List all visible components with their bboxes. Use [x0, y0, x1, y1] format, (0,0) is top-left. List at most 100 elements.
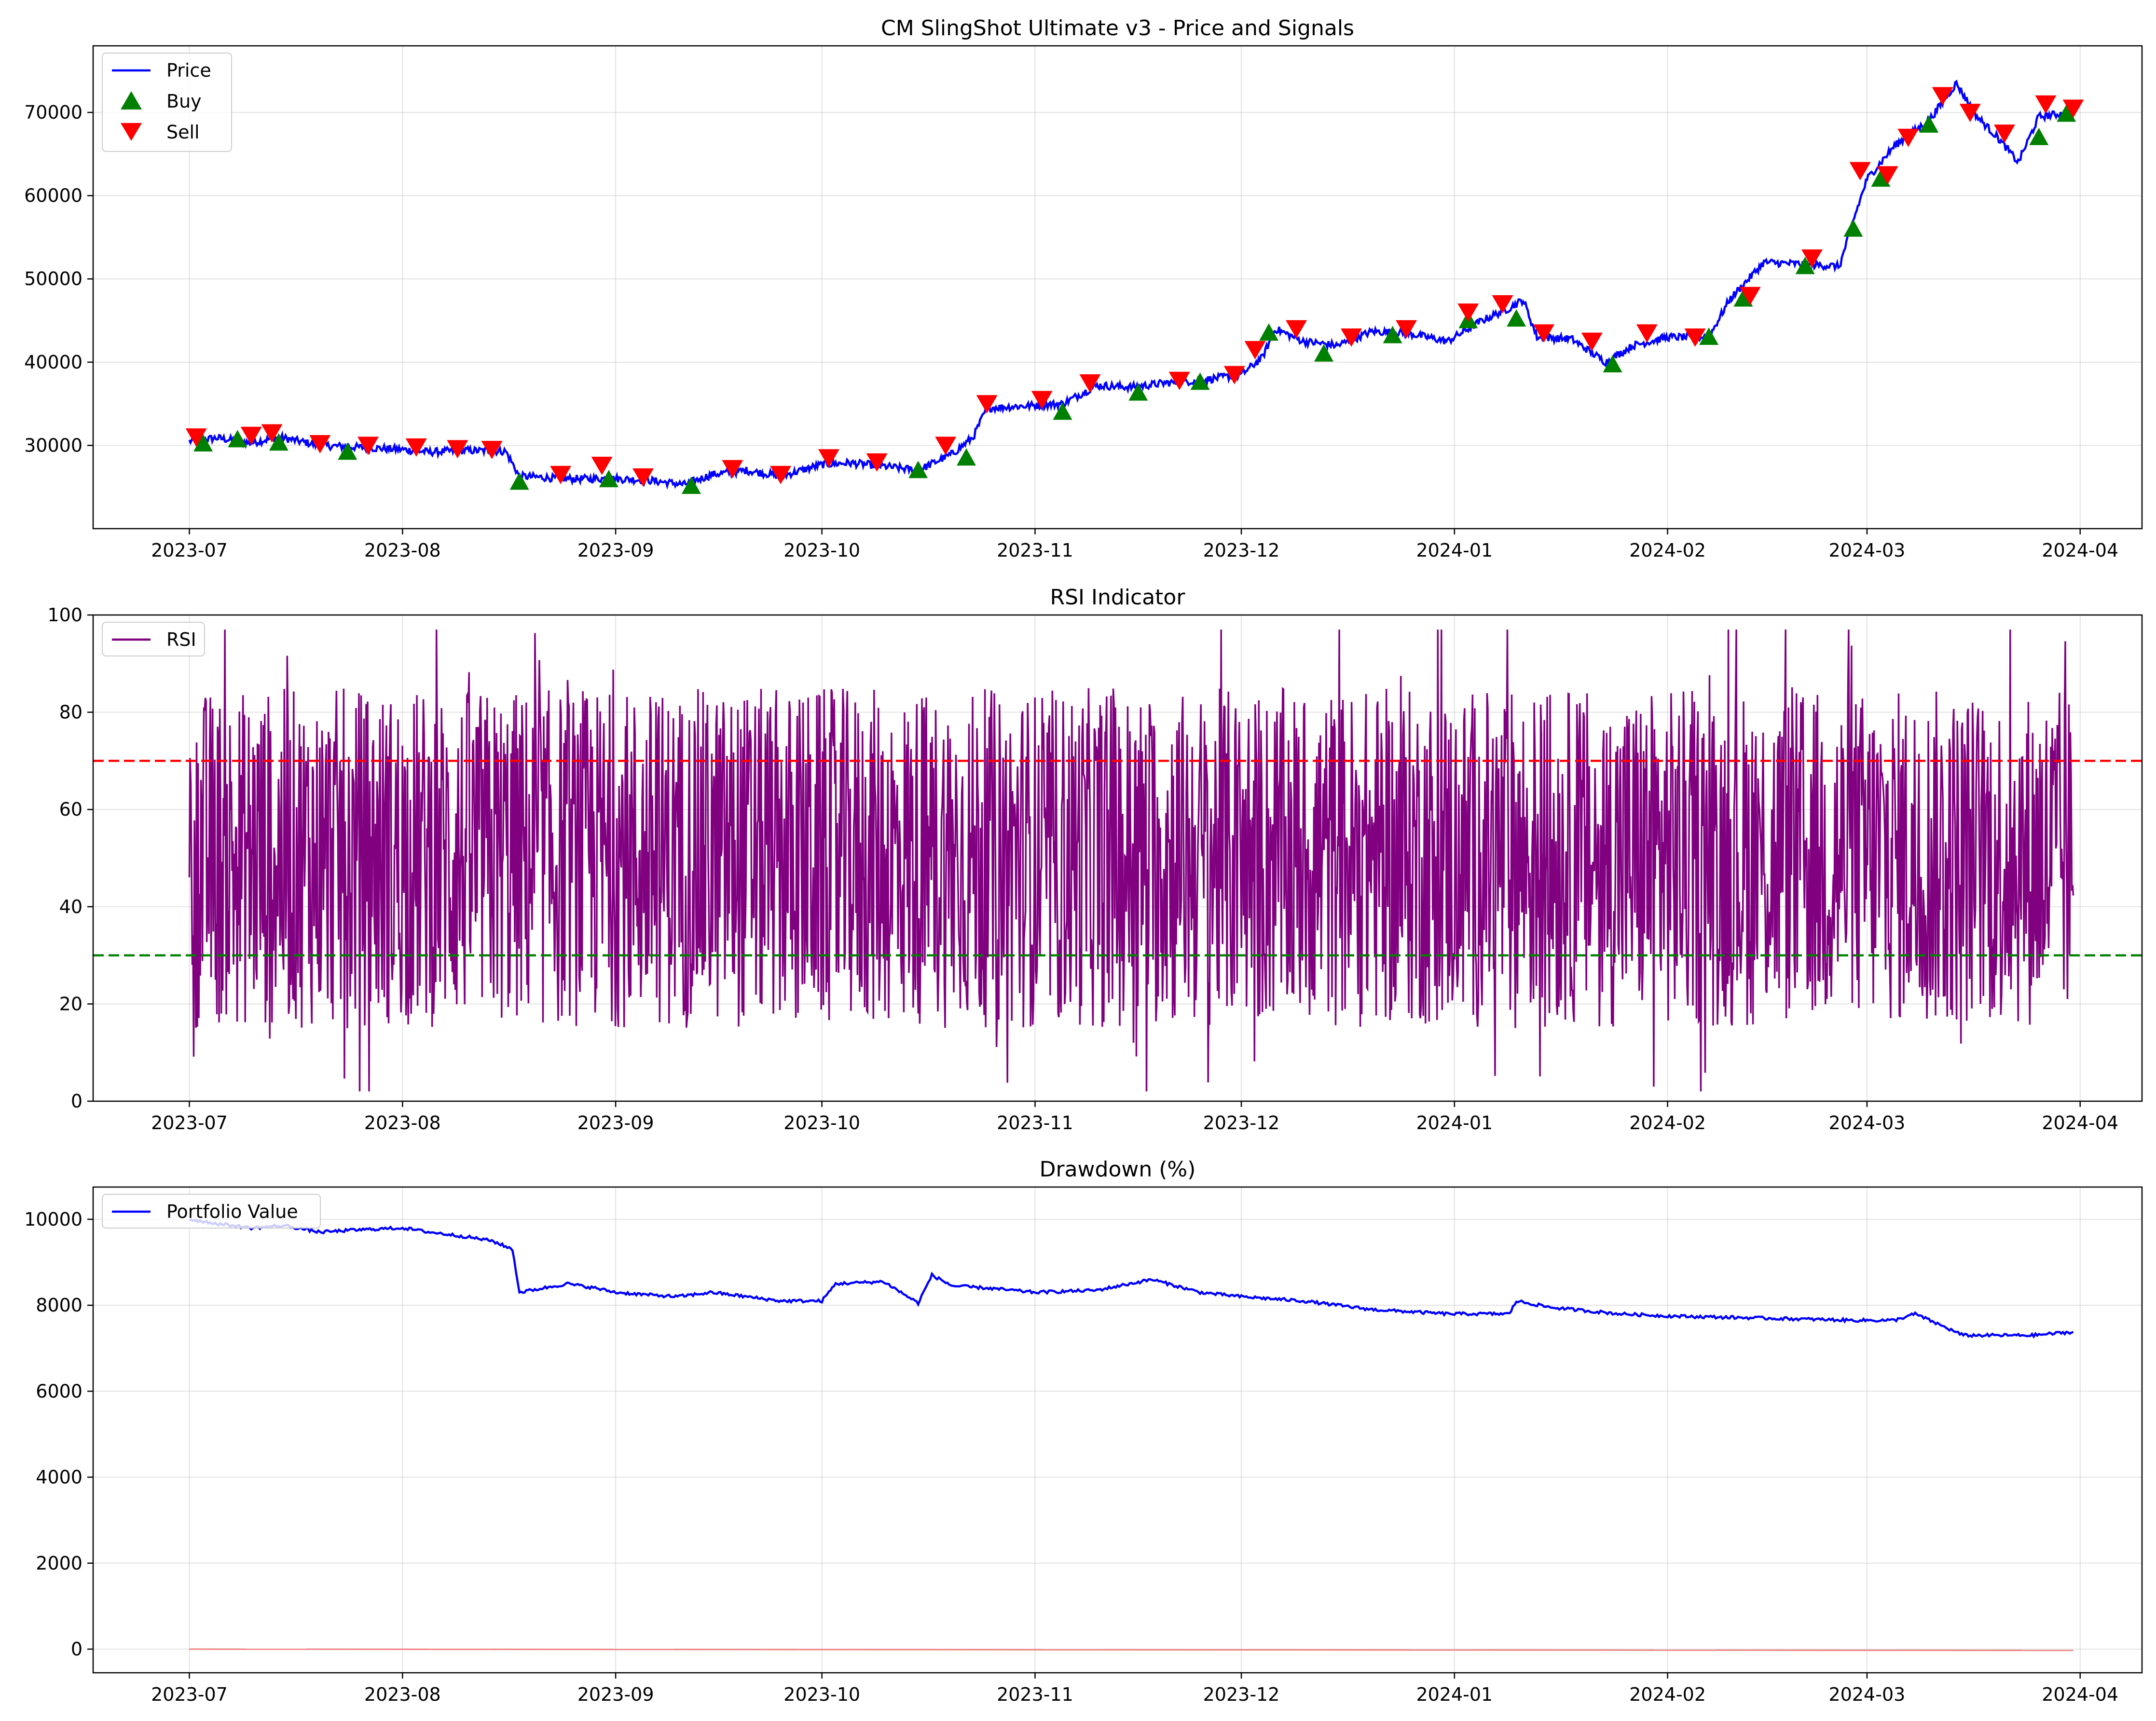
y-tick-label: 40 [59, 896, 82, 917]
buy-marker [1383, 326, 1402, 343]
axes-frame [92, 45, 2143, 530]
sell-marker [1684, 328, 1706, 347]
x-tick-label: 2023-07 [151, 540, 228, 561]
x-tick-label: 2024-03 [1829, 540, 1906, 561]
sell-marker [1581, 332, 1603, 351]
y-tick-label: 0 [71, 1091, 82, 1112]
sell-marker [1223, 366, 1245, 384]
y-tick-label: 60 [59, 799, 82, 820]
y-tick-label: 80 [59, 702, 82, 723]
y-tick-label: 8000 [36, 1295, 82, 1316]
sell-marker [1801, 249, 1823, 268]
buy-marker [1190, 372, 1210, 390]
x-tick-label: 2023-10 [783, 1684, 860, 1705]
legend-rsi-label: RSI [166, 629, 196, 650]
x-tick-label: 2023-12 [1203, 1684, 1280, 1705]
x-tick-label: 2023-12 [1203, 1112, 1280, 1134]
sell-marker [1932, 87, 1953, 106]
x-tick-label: 2024-04 [2042, 1112, 2118, 1134]
buy-marker [1919, 115, 1939, 133]
buy-marker [193, 434, 213, 451]
x-tick-label: 2024-02 [1629, 540, 1706, 561]
buy-marker [681, 476, 701, 494]
sell-marker [632, 468, 654, 487]
buy-marker [269, 433, 288, 451]
y-tick-label: 70000 [24, 102, 82, 123]
sell-marker [240, 426, 262, 445]
price-chart-title: CM SlingShot Ultimate v3 - Price and Sig… [881, 16, 1354, 41]
x-tick-label: 2023-12 [1203, 540, 1280, 561]
grid [93, 1187, 2142, 1673]
portfolio-series-line [189, 1218, 2074, 1339]
sell-marker [2062, 99, 2084, 118]
sell-marker [1031, 391, 1053, 410]
sell-marker [770, 465, 792, 484]
sell-marker [1993, 124, 2015, 143]
legend-buy-label: Buy [166, 91, 202, 112]
axes-frame [92, 1186, 2143, 1674]
sell-marker [405, 438, 427, 457]
x-tick-label: 2024-04 [2042, 540, 2118, 561]
buy-marker [1259, 323, 1279, 341]
sell-marker [481, 441, 503, 460]
y-tick-label: 2000 [36, 1553, 82, 1574]
rsi-chart-title: RSI Indicator [1050, 585, 1186, 610]
sell-marker [1636, 324, 1658, 343]
buy-marker [908, 461, 928, 478]
sell-marker [1849, 162, 1871, 180]
x-tick-label: 2024-02 [1629, 1684, 1706, 1705]
y-tick-label: 10000 [24, 1209, 82, 1230]
drawdown-chart-title: Drawdown (%) [1040, 1157, 1196, 1182]
sell-marker [357, 437, 379, 455]
buy-marker [338, 442, 357, 460]
buy-marker [1507, 309, 1526, 327]
legend: Price Buy Sell [102, 53, 232, 152]
y-tick-label: 0 [71, 1639, 82, 1660]
x-tick-label: 2023-07 [151, 1684, 228, 1705]
buy-marker [1128, 383, 1148, 401]
buy-marker [1314, 344, 1334, 362]
legend-sell-label: Sell [166, 122, 200, 143]
x-tick-label: 2023-09 [577, 1112, 654, 1134]
buy-marker [228, 430, 247, 448]
x-tick-label: 2023-08 [364, 540, 441, 561]
y-tick-label: 30000 [24, 435, 82, 456]
buy-marker [956, 448, 976, 466]
legend-box [102, 1194, 321, 1229]
legend-portfolio-label: Portfolio Value [166, 1201, 298, 1222]
x-tick-label: 2023-11 [997, 1684, 1073, 1705]
x-tick-label: 2023-10 [783, 540, 860, 561]
sell-marker [1457, 303, 1479, 322]
x-tick-label: 2024-01 [1416, 1684, 1493, 1705]
sell-marker [818, 449, 839, 468]
sell-marker [1286, 320, 1307, 339]
sell-marker [2035, 95, 2057, 114]
x-tick-label: 2023-11 [997, 540, 1073, 561]
legend: RSI [102, 622, 205, 656]
sell-marker [1168, 371, 1190, 390]
plot-area [185, 80, 2084, 494]
buy-marker [1795, 257, 1815, 274]
buy-marker [2029, 127, 2049, 145]
x-tick-label: 2023-09 [577, 540, 654, 561]
sell-marker [1959, 104, 1981, 123]
x-tick-label: 2024-01 [1416, 1112, 1493, 1134]
sell-marker [866, 453, 888, 472]
x-tick-label: 2023-08 [364, 1112, 441, 1134]
sell-marker [1877, 166, 1898, 185]
legend-box [102, 622, 205, 656]
sell-marker [1244, 341, 1266, 359]
sell-marker [261, 424, 283, 443]
y-tick-label: 6000 [36, 1380, 82, 1402]
sell-marker [935, 437, 957, 455]
sell-marker [1739, 287, 1761, 305]
plot-area [189, 1218, 2074, 1652]
sell-marker [1396, 320, 1417, 339]
x-tick-label: 2023-09 [577, 1684, 654, 1705]
sell-marker [309, 435, 331, 453]
sell-marker [1897, 128, 1919, 147]
sell-marker [447, 440, 468, 459]
sell-marker [1079, 374, 1101, 393]
x-tick-label: 2024-01 [1416, 540, 1493, 561]
price-chart: CM SlingShot Ultimate v3 - Price and Sig… [24, 16, 2143, 561]
